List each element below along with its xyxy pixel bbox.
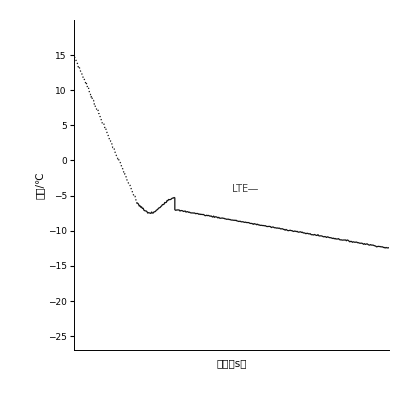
Text: LTE―: LTE― — [231, 183, 257, 193]
X-axis label: 时间（s）: 时间（s） — [216, 359, 246, 369]
Y-axis label: 温度/℃: 温度/℃ — [35, 171, 45, 199]
